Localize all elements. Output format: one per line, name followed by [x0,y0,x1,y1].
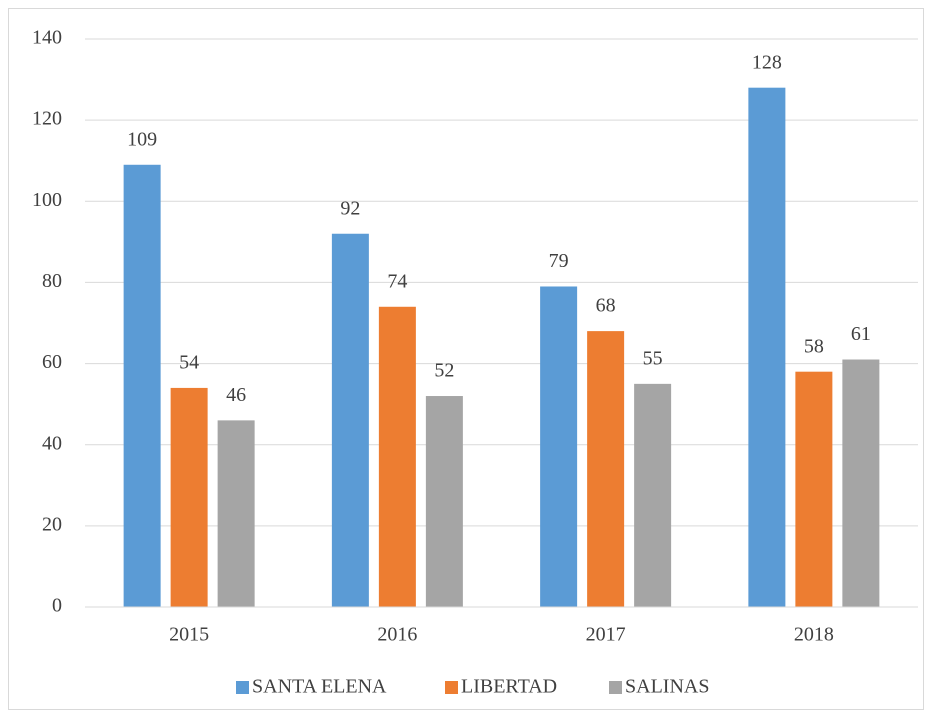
data-label: 74 [387,270,407,292]
y-tick-label: 140 [32,27,62,49]
data-label: 128 [752,51,782,73]
bar [634,383,672,607]
data-label: 109 [127,128,157,150]
data-label: 55 [643,347,663,369]
bar [587,331,625,607]
legend-label: SALINAS [625,676,709,698]
y-tick-label: 80 [42,270,62,292]
data-label: 54 [179,352,199,374]
bar [425,396,463,607]
bar [123,164,161,607]
legend-swatch [236,681,249,694]
bar [795,371,833,607]
x-tick-label: 2016 [377,624,417,646]
bar [170,387,208,607]
bar [217,420,255,607]
bar [378,306,416,607]
data-label: 68 [596,295,616,317]
data-label: 92 [340,197,360,219]
data-label: 52 [434,360,454,382]
y-tick-label: 120 [32,108,62,130]
x-tick-label: 2015 [169,624,209,646]
data-label: 58 [804,335,824,357]
bar [748,87,786,607]
y-tick-label: 0 [52,595,62,617]
bar [331,233,369,607]
data-label: 79 [549,250,569,272]
y-tick-label: 60 [42,351,62,373]
legend-label: SANTA ELENA [252,676,387,698]
x-tick-label: 2018 [794,624,834,646]
y-tick-label: 40 [42,432,62,454]
bar [842,359,880,607]
data-label: 46 [226,384,246,406]
bar [540,286,578,607]
legend-label: LIBERTAD [461,676,557,698]
legend-swatch [609,681,622,694]
x-tick-label: 2017 [586,624,626,646]
y-tick-label: 100 [32,189,62,211]
legend-swatch [445,681,458,694]
data-label: 61 [851,323,871,345]
y-tick-label: 20 [42,513,62,535]
